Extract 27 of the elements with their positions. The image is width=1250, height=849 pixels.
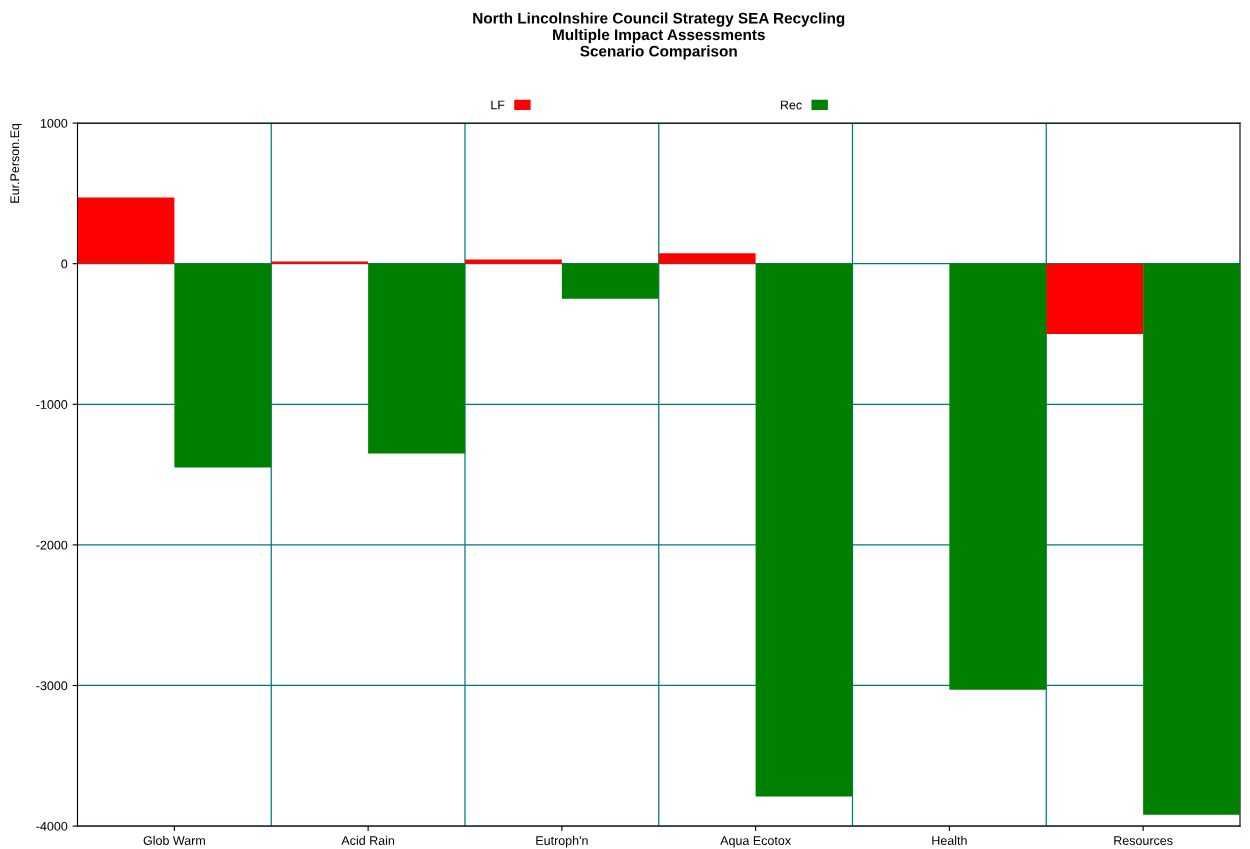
legend-label: Rec <box>780 100 802 110</box>
y-tick-label: 1000 <box>40 118 68 128</box>
bar <box>949 263 1047 690</box>
y-axis-title: Eur.Person.Eq <box>10 123 22 203</box>
y-tick-label: -2000 <box>36 540 68 550</box>
x-tick-label: Resources <box>1114 836 1173 845</box>
bar <box>561 263 659 299</box>
x-tick-label: Glob Warm <box>143 835 205 845</box>
x-tick-label: Aqua Ecotox <box>720 836 791 848</box>
y-tick-label: -3000 <box>36 681 68 691</box>
legend-label: LF <box>491 100 505 110</box>
x-tick-label: Eutroph'n <box>536 835 588 848</box>
x-tick-label: Health <box>932 835 967 845</box>
bar <box>174 263 272 468</box>
x-tick-label: Acid Rain <box>341 835 395 845</box>
chart-title: North Lincolnshire Council Strategy SEA Recycling Multiple Impact Assessments Scenario Comparison <box>473 12 845 60</box>
y-tick-label: -1000 <box>36 400 68 409</box>
bar <box>1143 263 1240 815</box>
bar <box>658 253 756 264</box>
y-tick-label: 0 <box>61 259 68 269</box>
bar <box>755 263 853 797</box>
bar <box>77 197 175 264</box>
bar <box>465 259 562 264</box>
bar <box>271 261 369 264</box>
bar <box>368 263 465 454</box>
bar <box>1046 263 1144 334</box>
y-tick-label: -4000 <box>36 821 68 831</box>
